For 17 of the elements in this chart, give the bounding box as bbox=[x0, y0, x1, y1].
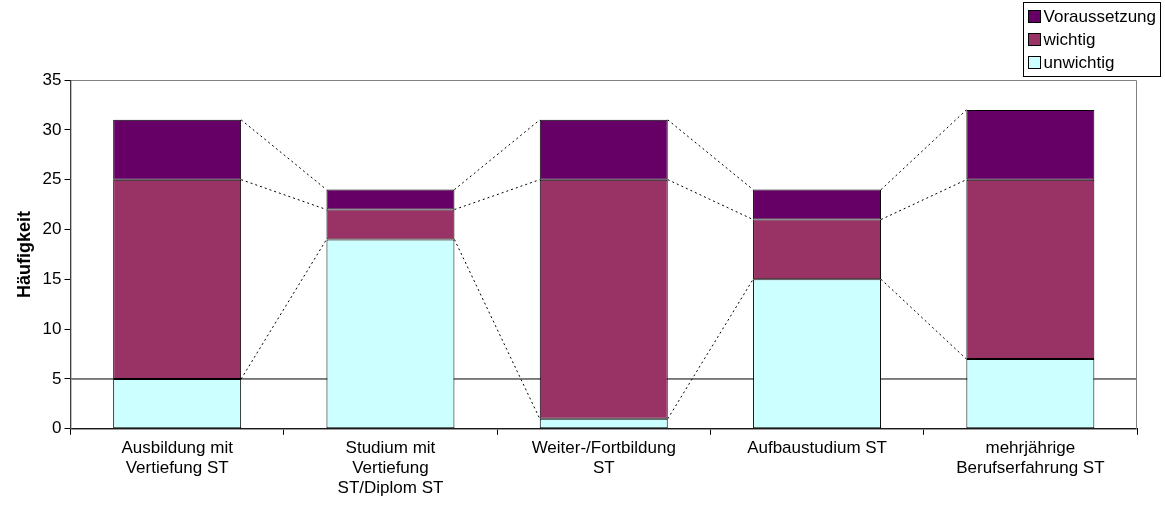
y-tick-label: 30 bbox=[42, 119, 62, 139]
legend-label: unwichtig bbox=[1043, 52, 1115, 74]
x-tick-label: mehrjährige Berufserfahrung ST bbox=[956, 437, 1105, 478]
y-tick-label: 10 bbox=[42, 318, 62, 338]
y-tick-label: 20 bbox=[42, 219, 62, 239]
y-tick-label: 5 bbox=[52, 368, 62, 388]
y-axis-title: Häufigkeit bbox=[13, 210, 34, 298]
x-tick-label: Weiter-/Fortbildung ST bbox=[531, 437, 676, 478]
legend-label: wichtig bbox=[1043, 29, 1096, 51]
y-tick-label: 0 bbox=[52, 418, 62, 438]
x-tick-label: Studium mit Vertiefung ST/Diplom ST bbox=[337, 437, 444, 498]
y-tick-label: 15 bbox=[42, 269, 62, 288]
x-tick-label: Aufbaustudium ST bbox=[747, 437, 887, 457]
y-tick-label: 25 bbox=[42, 169, 62, 189]
legend-label: Voraussetzung bbox=[1043, 6, 1156, 28]
x-tick-label: Ausbildung mit Vertiefung ST bbox=[121, 437, 234, 478]
y-tick-label: 35 bbox=[42, 69, 62, 89]
